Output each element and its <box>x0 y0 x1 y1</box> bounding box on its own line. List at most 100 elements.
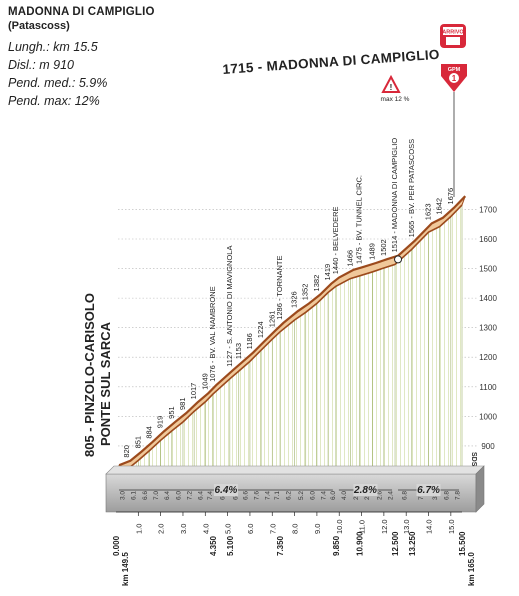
altitude-label: 1502 <box>379 239 388 256</box>
altitude-label: 1466 <box>345 250 354 267</box>
average-grade-label: 6.7% <box>417 485 440 496</box>
altitude-label: 1326 <box>290 291 299 308</box>
km-tick-label: 8.0 <box>291 524 300 534</box>
km-tick-label: 5.0 <box>224 524 233 534</box>
altitude-label: 919 <box>156 416 165 429</box>
segment-grade-label: 6.0 <box>175 491 182 500</box>
segment-grade-label: 6.6 <box>242 491 249 500</box>
altitude-label: 1224 <box>256 321 265 338</box>
km-point-label: 15.500 <box>458 531 467 556</box>
km-point-label: 12.500 <box>391 531 400 556</box>
altitude-label: 1352 <box>301 284 310 301</box>
km-total-label: km 165.0 <box>467 552 476 586</box>
altitude-label: 1623 <box>424 204 433 221</box>
average-grade-bg <box>353 484 378 496</box>
altitude-label: 981 <box>178 397 187 410</box>
average-grade-label: 6.4% <box>215 485 238 496</box>
altitude-label: 1153 <box>234 343 243 359</box>
km-point-label: 7.350 <box>276 535 285 556</box>
segment-grade-label: 5.2 <box>298 491 305 500</box>
km-tick-label: 3.0 <box>179 524 188 534</box>
altitude-label: 1440 - BELVEDERE <box>331 206 340 274</box>
altitude-label: 951 <box>167 406 176 419</box>
km-total-label: km 149.5 <box>121 552 130 586</box>
y-tick-label: 900 <box>481 442 495 451</box>
km-point-label: 4.350 <box>209 535 218 556</box>
km-tick-label: 13.0 <box>402 519 411 534</box>
km-tick-label: 10.0 <box>335 519 344 534</box>
km-tick-label: 1.0 <box>134 524 143 534</box>
average-grade-bg <box>416 484 441 496</box>
segment-grade-label: 6.0 <box>309 491 316 500</box>
base-top-face <box>105 465 485 475</box>
km-tick-label: 12.0 <box>380 519 389 534</box>
length-text: Lungh.: km 15.5 <box>8 40 98 54</box>
altitude-label: 1565 - BV. PER PATASCOSS <box>407 139 416 238</box>
segment-grade-label: 7.2 <box>187 491 194 500</box>
km-point-label: 0.000 <box>112 535 121 556</box>
max-grade-warning-icon <box>381 74 401 93</box>
km-point-label: 9.850 <box>332 535 341 556</box>
altitude-label: 851 <box>133 436 142 449</box>
segment-grade-label: 6.8 <box>401 491 408 500</box>
km-point-label: 13.250 <box>408 531 417 556</box>
segment-grade-label: 7.8 <box>454 491 461 500</box>
gpm-number: 1 <box>452 74 457 83</box>
gpm-number-bg <box>449 73 459 83</box>
km-tick-label: 11.0 <box>358 520 367 534</box>
y-tick-label: 1000 <box>479 412 497 421</box>
altitude-label: 884 <box>144 426 153 439</box>
altitude-label: 1017 <box>189 383 198 400</box>
segment-grade-label: 4.0 <box>341 491 348 500</box>
altitude-label: 1076 - BV. VAL NAMBRONE <box>208 286 217 382</box>
y-tick-label: 1100 <box>479 383 497 392</box>
arrivo-label: ARRIVO <box>442 30 464 36</box>
average-grade-bg <box>213 484 238 496</box>
avg-grade-text: Pend. med.: 5.9% <box>8 76 108 90</box>
y-tick-label: 1600 <box>479 235 497 244</box>
km-tick-label: 2.0 <box>157 524 166 534</box>
segment-grade-label: 7.4 <box>265 491 272 500</box>
altitude-label: 1382 <box>312 275 321 292</box>
altitude-label: 1127 - S. ANTONIO DI MAVIGNOLA <box>225 246 234 367</box>
climb-title: MADONNA DI CAMPIGLIO <box>8 6 155 18</box>
km-tick-label: 7.0 <box>268 524 277 534</box>
altitude-label: 1186 <box>245 333 254 349</box>
altitude-label: 1489 <box>368 243 377 260</box>
roundabout-icon <box>394 255 403 264</box>
segment-grade-label: 7.4 <box>207 491 214 500</box>
segment-grade-label: 6.4 <box>164 491 171 500</box>
segment-grade-label: 7.0 <box>153 491 160 500</box>
segment-grade-label: 7.4 <box>320 491 327 500</box>
y-tick-label: 1300 <box>479 324 497 333</box>
segment-grade-label: 6.6 <box>142 491 149 500</box>
climb-text: Disl.: m 910 <box>8 58 74 72</box>
profile-area <box>116 205 462 474</box>
segment-grade-label: 6.0 <box>330 491 337 500</box>
altitude-label: 1514 - MADONNA DI CAMPIGLIO <box>390 138 399 253</box>
altitude-label: 820 <box>122 445 131 458</box>
altitude-label: 1286 - TORNANTE <box>275 255 284 319</box>
y-tick-label: 1400 <box>479 294 497 303</box>
arrivo-band <box>443 27 463 35</box>
km-point-label: 10.900 <box>355 531 364 556</box>
segment-grade-label: 6.4 <box>198 491 205 500</box>
km-tick-label: 4.0 <box>201 524 210 534</box>
km-tick-label: 14.0 <box>425 519 434 534</box>
finish-flag-icon <box>446 37 460 45</box>
altitude-label: 1049 <box>200 373 209 390</box>
segment-grade-label: 2.4 <box>387 491 394 500</box>
segment-grade-label: 7.6 <box>254 491 261 500</box>
segment-grade-label: 7.1 <box>274 491 281 500</box>
max-grade-marker: max 12 % <box>381 96 410 103</box>
km-tick-label: 9.0 <box>313 524 322 534</box>
y-tick-label: 1500 <box>479 265 497 274</box>
altitude-label: 1676 <box>446 188 455 205</box>
segment-grade-label: 6.8 <box>443 491 450 500</box>
segment-grade-label: 3.0 <box>120 491 127 500</box>
km-tick-label: 15.0 <box>447 519 456 534</box>
warning-exclaim: ! <box>390 83 393 92</box>
segment-grade-label: 6.1 <box>131 491 138 500</box>
altitude-label: 1642 <box>435 198 444 215</box>
